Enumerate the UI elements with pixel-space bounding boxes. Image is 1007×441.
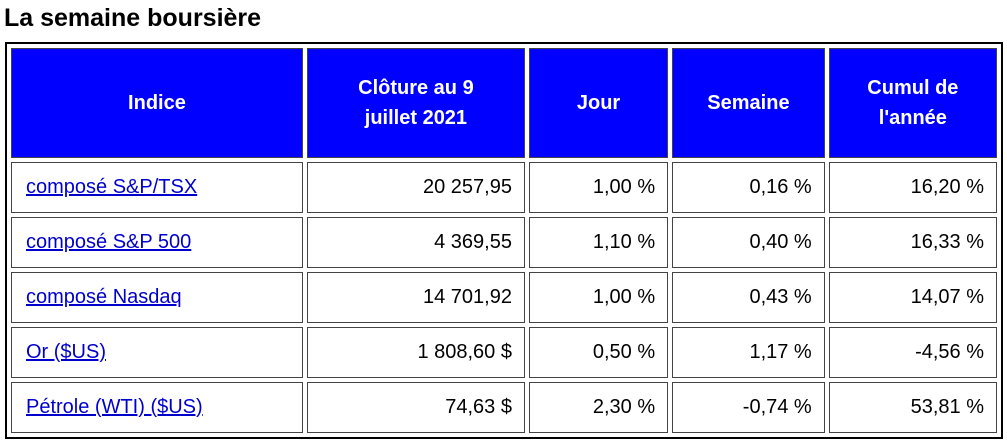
index-link[interactable]: composé Nasdaq [26,286,182,308]
value-cell: 4 369,55 [306,217,525,268]
index-cell: Pétrole (WTI) ($US) [11,382,303,433]
value-cell: 2,30 % [528,382,669,433]
value-cell: 1,17 % [672,327,825,378]
value-cell: -4,56 % [828,327,997,378]
column-header: Jour [528,48,669,158]
column-header-text: Clôture au 9 juillet 2021 [358,77,474,129]
value-cell: 1,00 % [528,272,669,323]
table-row: composé S&P/TSX 20 257,95 1,00 % 0,16 % 16,2… [11,162,997,213]
value-cell: 0,43 % [672,272,825,323]
value-cell: 16,33 % [828,217,997,268]
column-header: Indice [11,48,303,158]
index-link[interactable]: composé S&P 500 [26,231,192,253]
index-cell: composé Nasdaq [11,272,303,323]
column-header: Clôture au 9 juillet 2021 [306,48,525,158]
market-table: Indice Clôture au 9 juillet 2021 Jour Semai… [5,42,1003,439]
value-cell: 14 701,92 [306,272,525,323]
value-cell: -0,74 % [672,382,825,433]
column-header-text: Indice [128,92,186,114]
column-header-text: Jour [576,92,621,114]
table-row: Pétrole (WTI) ($US) 74,63 $2,30 % -0,74 % 5… [11,382,997,433]
index-link[interactable]: Pétrole (WTI) ($US) [26,396,203,418]
column-header: Semaine [672,48,825,158]
table-row: composé Nasdaq 14 701,92 1,00 % 0,43 % 14,07… [11,272,997,323]
index-cell: Or ($US) [11,327,303,378]
value-cell: 1,00 % [528,162,669,213]
index-cell: composé S&P/TSX [11,162,303,213]
value-cell: 1 808,60 $ [306,327,525,378]
value-cell: 0,16 % [672,162,825,213]
value-cell: 16,20 % [828,162,997,213]
index-link[interactable]: Or ($US) [26,341,106,363]
index-link[interactable]: composé S&P/TSX [26,176,198,198]
index-cell: composé S&P 500 [11,217,303,268]
table-row: Or ($US) 1 808,60 $0,50 % 1,17 % -4,56 % [11,327,997,378]
value-cell: 0,40 % [672,217,825,268]
value-cell: 14,07 % [828,272,997,323]
column-header: Cumul de l'année [828,48,997,158]
value-cell: 74,63 $ [306,382,525,433]
value-cell: 20 257,95 [306,162,525,213]
value-cell: 1,10 % [528,217,669,268]
header-row: Indice Clôture au 9 juillet 2021 Jour Semai… [11,48,997,158]
table-row: composé S&P 500 4 369,55 1,10 % 0,40 % 16,33… [11,217,997,268]
column-header-text: Cumul de l'année [867,77,959,129]
page-title: La semaine boursière [4,4,262,32]
value-cell: 53,81 % [828,382,997,433]
column-header-text: Semaine [707,92,790,114]
value-cell: 0,50 % [528,327,669,378]
